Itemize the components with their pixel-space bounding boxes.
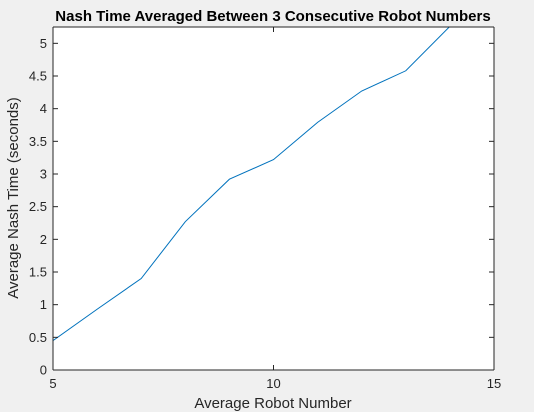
y-tick-label: 1.5 [29,265,47,280]
y-tick-label: 4 [40,101,47,116]
chart-title: Nash Time Averaged Between 3 Consecutive… [55,8,490,25]
y-tick-label: 0.5 [29,330,47,345]
y-tick-label: 3 [40,167,47,182]
y-tick-label: 3.5 [29,134,47,149]
y-tick-label: 2 [40,232,47,247]
y-tick-label: 5 [40,36,47,51]
x-axis-label: Average Robot Number [194,395,351,412]
y-tick-label: 2.5 [29,199,47,214]
x-tick-label: 5 [49,376,56,391]
y-tick-label: 1 [40,297,47,312]
x-tick-label: 15 [487,376,501,391]
y-tick-label: 0 [40,363,47,378]
y-axis-label: Average Nash Time (seconds) [5,97,22,298]
x-tick-label: 10 [266,376,280,391]
y-tick-label: 4.5 [29,69,47,84]
plot-area [53,27,494,370]
